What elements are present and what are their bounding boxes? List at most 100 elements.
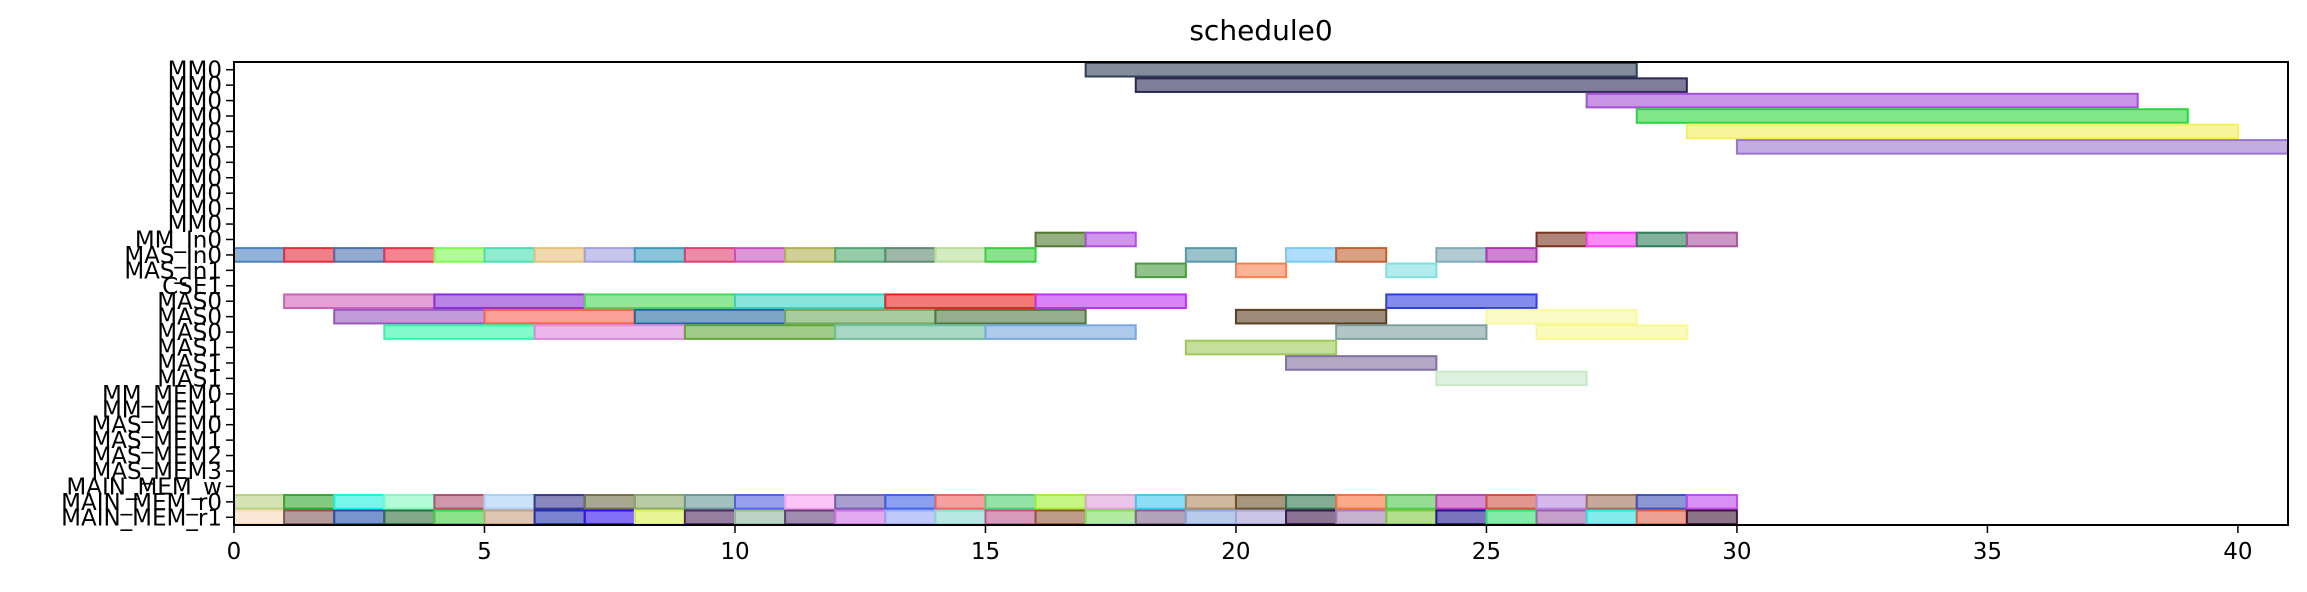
task-bar [283, 509, 336, 526]
task-bar [483, 509, 536, 526]
task-bar [1285, 247, 1338, 263]
task-bar [1335, 324, 1488, 340]
x-axis: 0 5 10 15 20 25 30 35 40 [227, 525, 2253, 565]
task-bar [583, 293, 736, 310]
task-bar [583, 247, 636, 263]
task-bar [633, 509, 686, 526]
task-bar [633, 308, 787, 325]
task-bar [1084, 231, 1137, 248]
x-tick-label: 15 [971, 539, 1000, 565]
task-bar [733, 293, 887, 310]
task-bar [1034, 509, 1087, 526]
task-bar [884, 494, 937, 510]
task-bar [1685, 123, 2239, 140]
y-tick-label: MM0 [168, 135, 222, 161]
task-bar [1184, 509, 1237, 526]
task-bar [533, 324, 686, 340]
task-bar [784, 247, 837, 263]
x-tick-label: 35 [1973, 539, 2002, 565]
y-tick-label: MAS1 [157, 336, 222, 362]
task-bar [683, 247, 736, 263]
task-bar [333, 308, 486, 325]
task-bar [483, 247, 536, 263]
task-bar [283, 293, 436, 310]
y-tick-label: MM0 [168, 119, 222, 145]
task-bar [834, 247, 887, 263]
task-bar [1134, 509, 1187, 526]
y-tick-label: MAS_MEM3 [91, 459, 222, 485]
task-bar [884, 509, 937, 526]
task-bar [483, 494, 536, 510]
task-bar [383, 324, 536, 340]
task-bar [1234, 262, 1288, 279]
task-bar [1435, 370, 1588, 387]
task-bar [1234, 494, 1288, 510]
task-bar [1485, 308, 1638, 325]
task-bar [1385, 494, 1438, 510]
task-bar [834, 494, 887, 510]
y-tick-label: MM0 [168, 89, 222, 115]
task-bar [1285, 355, 1438, 371]
y-tick-label: MM0 [168, 73, 222, 99]
y-tick-label: MM0 [168, 212, 222, 238]
task-bar [1435, 247, 1488, 263]
task-bar [383, 494, 436, 510]
y-tick-label: MM0 [168, 104, 222, 130]
task-bar [1635, 108, 2189, 124]
task-bar [733, 247, 787, 263]
task-bar [533, 494, 586, 510]
task-bar [934, 509, 987, 526]
task-bar [984, 324, 1137, 340]
task-bar [1385, 509, 1438, 526]
task-bar [1635, 231, 1688, 248]
task-bar [1635, 509, 1688, 526]
y-tick-label: MM0 [168, 181, 222, 207]
y-tick-label: MAIN_MEM_r1 [61, 505, 222, 531]
task-bar [1685, 231, 1738, 248]
task-bar [1585, 494, 1638, 510]
task-bar [683, 509, 736, 526]
task-bar [433, 247, 486, 263]
y-tick-label: MAS0 [157, 305, 222, 331]
task-bar [233, 247, 286, 263]
task-bar [1535, 494, 1588, 510]
task-bar [1535, 509, 1588, 526]
task-bar [1134, 77, 1688, 93]
task-bar [1184, 247, 1237, 263]
task-bar [1435, 509, 1488, 526]
task-bar [934, 308, 1087, 325]
task-bar [683, 324, 837, 340]
task-bar [1335, 509, 1388, 526]
task-bar [784, 509, 837, 526]
task-bar [1585, 509, 1638, 526]
task-bar [1134, 494, 1187, 510]
task-bar [1034, 494, 1087, 510]
y-tick-label: MM_In0 [135, 227, 222, 253]
task-bar [1685, 494, 1738, 510]
task-bar [433, 293, 586, 310]
task-bar [333, 494, 386, 510]
y-tick-label: MM0 [168, 166, 222, 192]
x-tick-label: 40 [2223, 539, 2252, 565]
task-bar [633, 494, 686, 510]
task-bar [1685, 509, 1738, 526]
task-bar [1234, 308, 1388, 325]
task-bar [533, 509, 586, 526]
task-bar [1084, 494, 1137, 510]
task-bar [834, 509, 887, 526]
y-tick-label: MAS1 [157, 366, 222, 392]
task-bar [333, 247, 386, 263]
x-tick-label: 5 [477, 539, 492, 565]
task-bar [283, 247, 336, 263]
task-bar [1385, 262, 1438, 279]
task-bar [1034, 231, 1087, 248]
task-bar [984, 494, 1037, 510]
task-bar [1385, 293, 1538, 310]
task-bar [1184, 494, 1237, 510]
task-bar [1485, 247, 1538, 263]
task-bar [433, 509, 486, 526]
y-tick-label: MAS_MEM0 [91, 413, 222, 439]
y-tick-label: MM0 [168, 150, 222, 176]
x-tick-label: 30 [1722, 539, 1751, 565]
